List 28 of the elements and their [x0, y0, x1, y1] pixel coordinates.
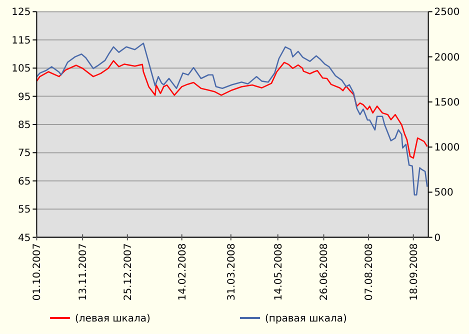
y-tick-label: 125 — [12, 7, 31, 18]
line-series — [36, 42, 428, 196]
x-tick-label: 25.12.2007 — [122, 243, 134, 301]
y2-tick-label: 2500 — [434, 7, 460, 18]
y-tick-label: 95 — [18, 92, 31, 103]
legend-label: (правая шкала) — [265, 314, 347, 324]
y-tick-label: 45 — [18, 232, 31, 244]
x-tick-label: 01.10.2007 — [32, 243, 44, 301]
y-tick-label: 105 — [12, 64, 31, 75]
x-tick-label: 31.03.2008 — [226, 243, 238, 301]
y-tick-label: 85 — [18, 120, 31, 131]
y2-tick-label: 0 — [434, 232, 441, 244]
y-tick-label: 65 — [18, 176, 31, 188]
y2-tick-label: 500 — [434, 188, 454, 199]
line-series — [36, 60, 428, 159]
x-tick-label: 26.06.2008 — [319, 243, 330, 301]
y2-tick-label: 1500 — [434, 97, 460, 108]
y2-tick-label: 2000 — [434, 52, 460, 64]
legend-label: (левая шкала) — [75, 314, 150, 324]
x-tick-label: 14.02.2008 — [177, 243, 188, 301]
y2-tick-label: 1000 — [434, 142, 460, 154]
y-tick-label: 55 — [18, 204, 31, 216]
x-tick-label: 07.08.2008 — [364, 243, 376, 301]
x-tick-label: 13.11.2007 — [78, 243, 90, 301]
x-tick-label: 14.05.2008 — [273, 243, 284, 301]
y-tick-label: 75 — [18, 148, 31, 160]
y-tick-label: 115 — [12, 35, 31, 46]
x-tick-label: 18.09.2008 — [408, 243, 420, 301]
